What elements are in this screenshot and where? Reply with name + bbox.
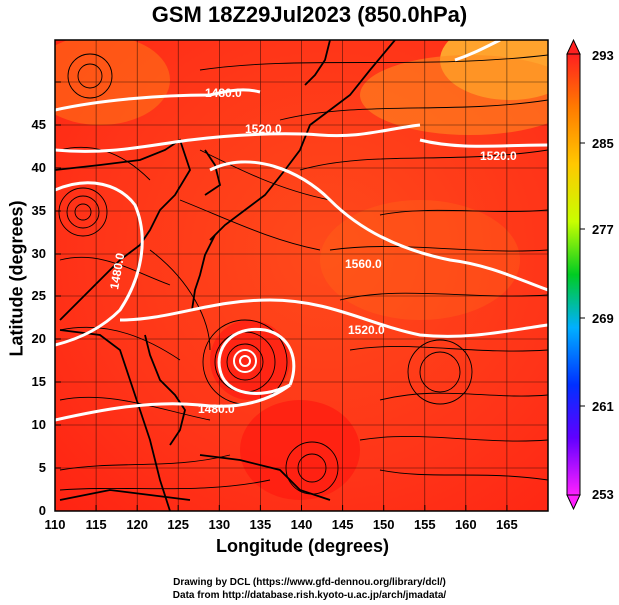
colorbar-tick-label: 285 [592,136,614,151]
colorbar-scale [566,53,581,496]
y-tick-label: 0 [38,503,46,518]
x-tick-label: 130 [208,517,231,532]
x-axis-label: Longitude (degrees) [215,536,389,556]
grid-lines [55,40,548,511]
colorbar [566,38,585,511]
contour-label: 1520.0 [480,149,517,163]
x-tick-label: 145 [331,517,354,532]
height-contours [55,40,548,422]
map-title: GSM 18Z29Jul2023 (850.0hPa) [151,2,468,27]
axis-ticks [54,81,508,511]
x-tick-label: 110 [44,517,66,532]
x-tick-label: 140 [290,517,313,532]
colorbar-tick-label: 293 [592,48,614,63]
wind-streamlines [58,53,548,495]
contour-label: 1520.0 [348,323,385,337]
contour-label: 1480.0 [205,86,242,100]
x-tick-label: 125 [167,517,190,532]
contour-label: 1560.0 [345,257,382,271]
drawing-credit: Drawing by DCL (https://www.gfd-dennou.o… [173,577,446,588]
contour-label: 1520.0 [245,122,282,136]
y-tick-label: 5 [38,460,46,475]
colorbar-top-arrow [566,38,581,55]
contour-label: 1480.0 [198,402,235,416]
y-tick-label: 45 [31,117,46,132]
typhoon-center [233,349,257,373]
y-tick-label: 35 [31,203,46,218]
y-tick-label: 10 [31,417,46,432]
contour-label: 1480.0 [107,252,127,291]
data-source-credit: Data from http://database.rish.kyoto-u.a… [172,590,447,601]
x-tick-label: 135 [249,517,272,532]
x-tick-label: 120 [126,517,149,532]
x-tick-label: 115 [85,517,107,532]
colorbar-bottom-arrow [566,494,581,511]
y-tick-label: 20 [31,331,46,346]
x-tick-label: 155 [413,517,436,532]
colorbar-tick-label: 277 [592,222,614,237]
y-tick-label: 30 [31,246,46,261]
y-tick-label: 15 [31,374,46,389]
colorbar-tick-label: 269 [592,311,614,326]
x-tick-label: 165 [496,517,518,532]
coastlines [55,40,396,511]
colorbar-tick-label: 261 [592,399,614,414]
contour-labels: 1480.0 1520.0 1520.0 1560.0 1520.0 1480.… [107,86,517,416]
x-tick-label: 160 [454,517,477,532]
y-tick-label: 40 [31,160,46,175]
colorbar-tick-label: 253 [592,487,614,502]
x-tick-label: 150 [372,517,395,532]
y-tick-label: 25 [31,288,46,303]
